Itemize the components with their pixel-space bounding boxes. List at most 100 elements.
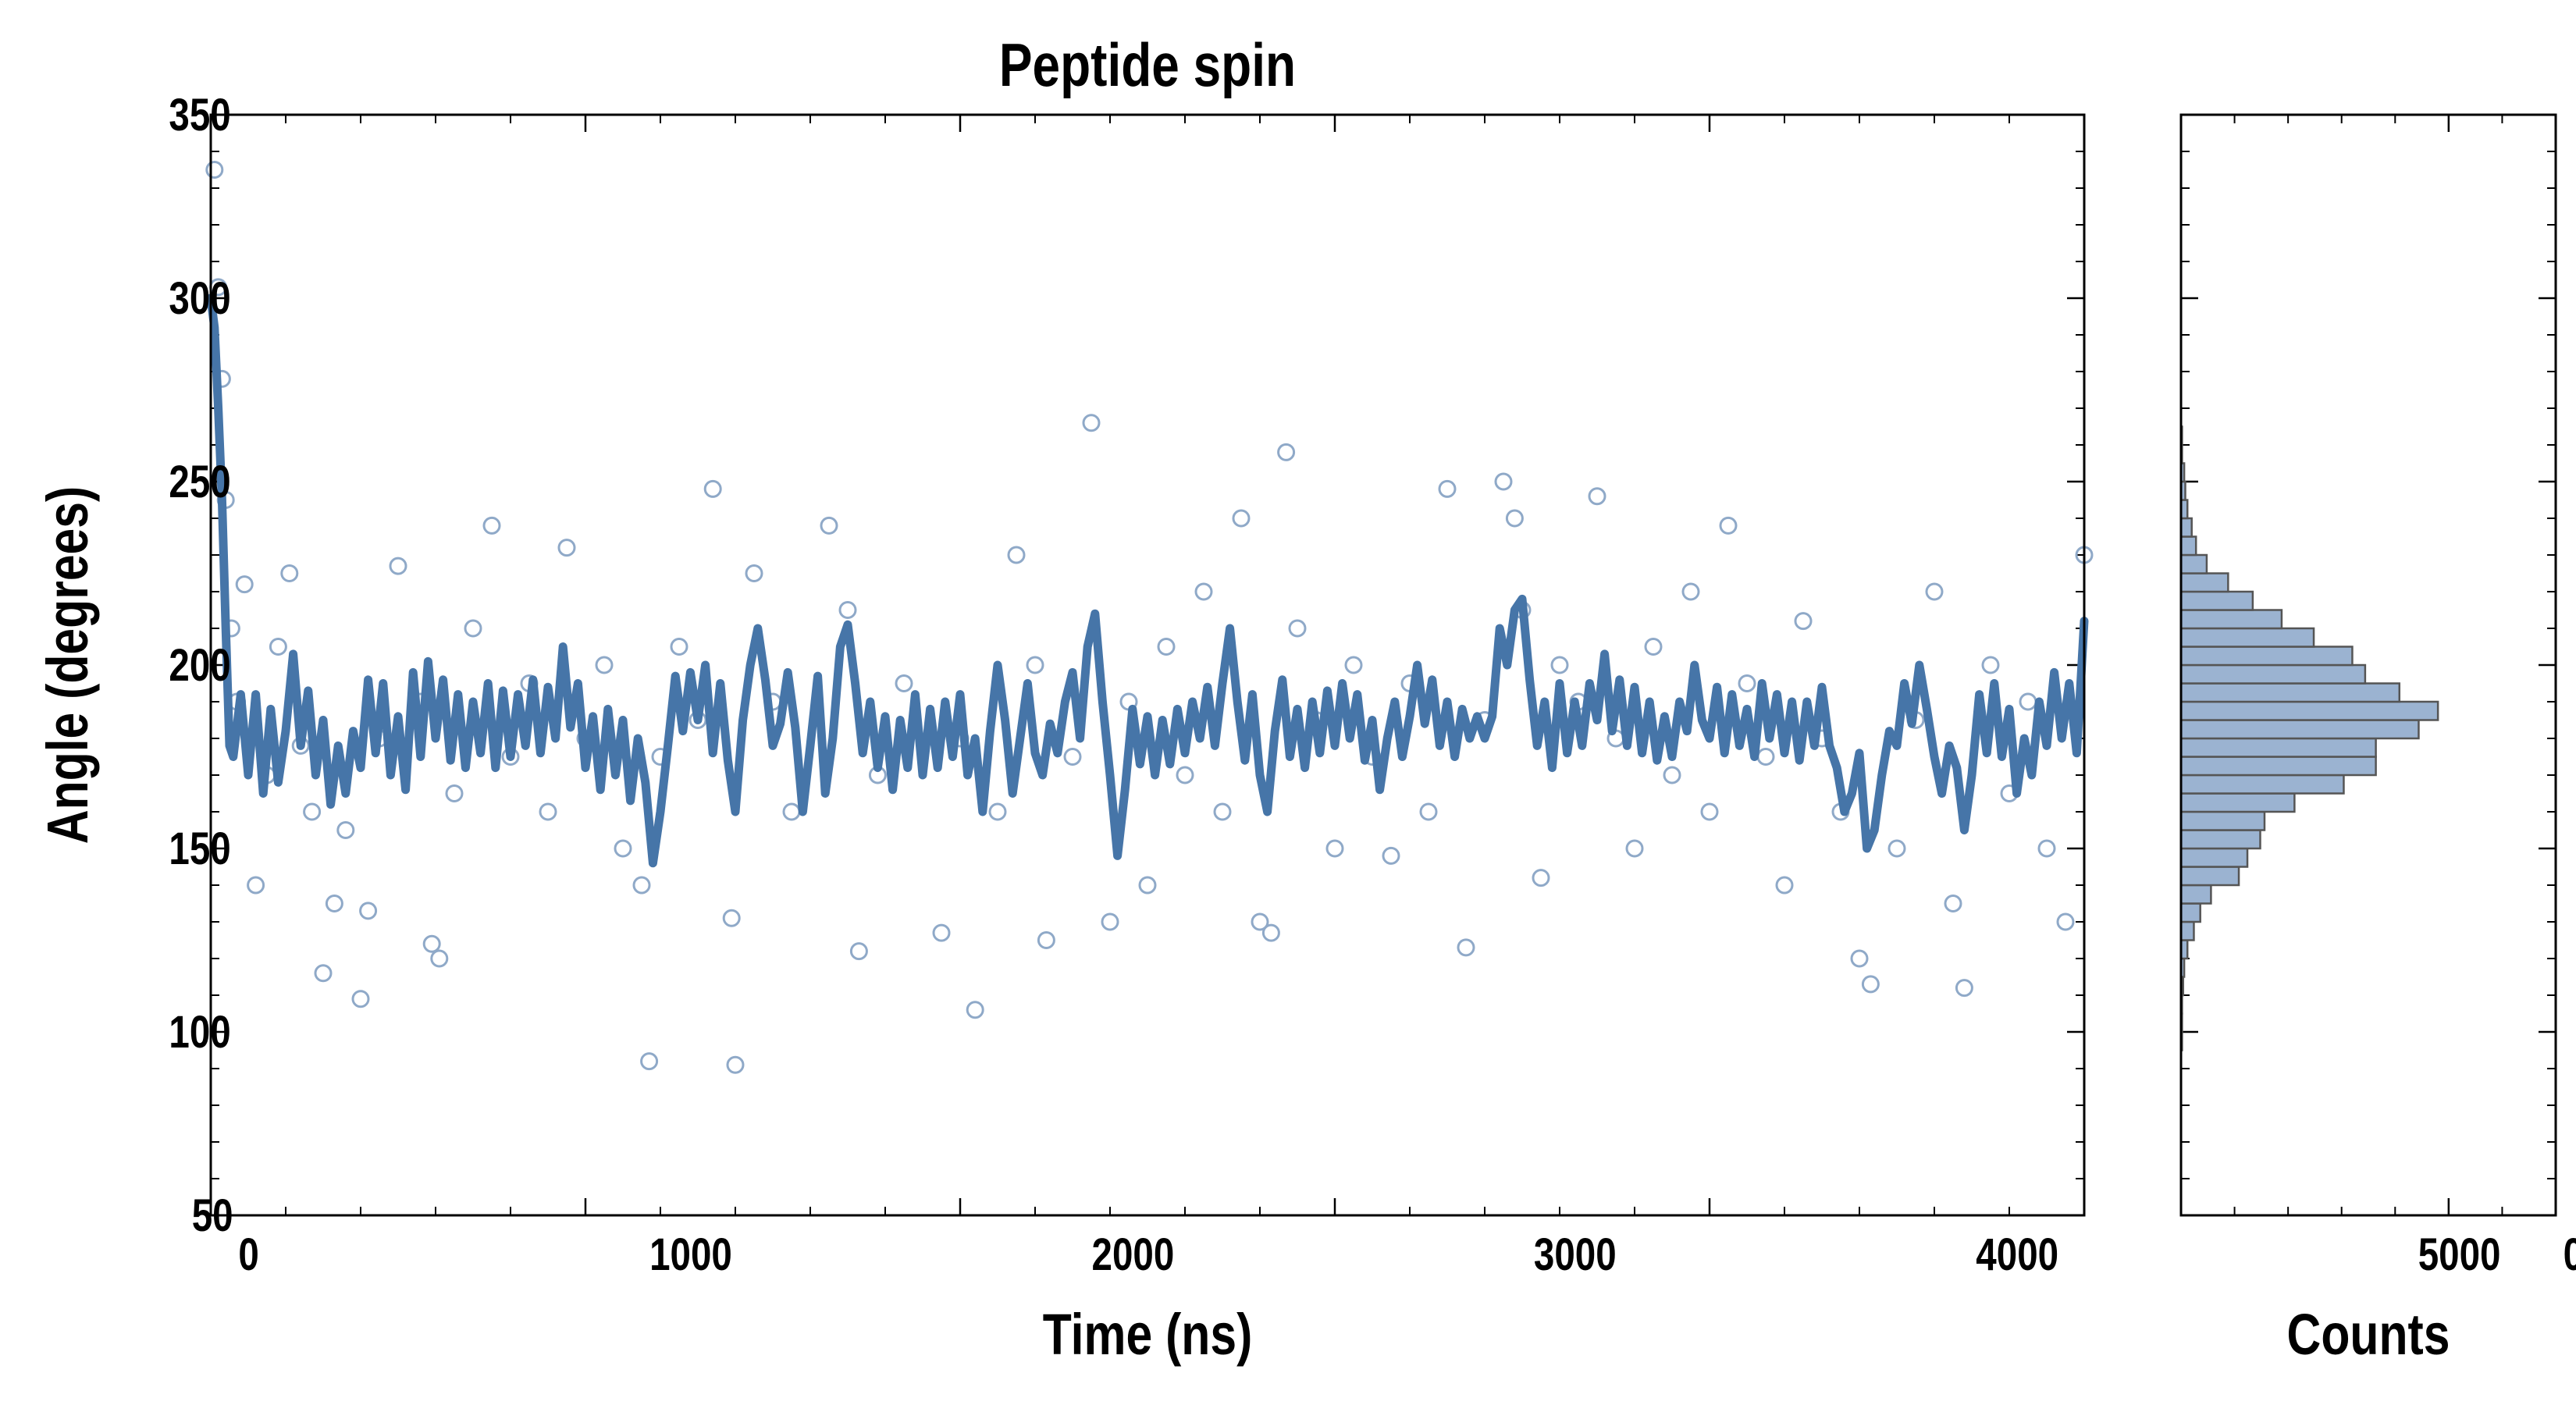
histogram-bar bbox=[2179, 700, 2439, 721]
scatter-point bbox=[1026, 656, 1044, 674]
scatter-point bbox=[235, 575, 254, 594]
histogram-bar bbox=[2179, 682, 2401, 703]
histogram-bar bbox=[2179, 792, 2296, 813]
histogram-x-axis-label: Counts bbox=[2287, 1303, 2450, 1367]
y-tick-label: 350 bbox=[169, 91, 230, 141]
scatter-point bbox=[1861, 975, 1880, 994]
histogram-bar bbox=[2179, 810, 2266, 831]
y-axis-label: Angle (degrees) bbox=[36, 486, 100, 844]
y-tick-labels: 50 100 150 200 250 300 350 bbox=[169, 91, 233, 1242]
scatter-point bbox=[988, 802, 1007, 821]
histogram-bar bbox=[2179, 774, 2345, 795]
histogram-bar bbox=[2179, 829, 2261, 850]
scatter-point bbox=[269, 638, 287, 656]
scatter-point bbox=[895, 674, 913, 692]
y-tick-label: 150 bbox=[169, 824, 230, 875]
scatter-point bbox=[1063, 748, 1082, 766]
scatter-point bbox=[1850, 949, 1869, 968]
scatter-point bbox=[966, 1001, 984, 1019]
histogram-bar bbox=[2179, 535, 2197, 557]
scatter-point bbox=[2056, 912, 2075, 931]
scatter-point bbox=[640, 1052, 659, 1071]
scatter-point bbox=[1157, 638, 1176, 656]
histogram-bar bbox=[2179, 609, 2283, 630]
histogram-bar bbox=[2179, 884, 2212, 905]
x-axis-label: Time (ns) bbox=[1043, 1303, 1253, 1367]
scatter-point bbox=[351, 990, 370, 1008]
scatter-point bbox=[1981, 656, 2000, 674]
scatter-point bbox=[1176, 766, 1194, 784]
scatter-point bbox=[1700, 802, 1719, 821]
scatter-point bbox=[1232, 509, 1251, 528]
histogram-bar bbox=[2179, 572, 2229, 593]
scatter-point bbox=[1037, 931, 1055, 949]
scatter-point bbox=[1681, 582, 1700, 601]
scatter-point bbox=[1277, 443, 1296, 461]
scatter-point bbox=[1382, 846, 1400, 865]
x-tick-label: 2000 bbox=[1092, 1230, 1175, 1281]
scatter-point bbox=[1494, 472, 1513, 491]
histogram-frame bbox=[2179, 113, 2557, 1217]
x-tick-label: 1000 bbox=[649, 1230, 732, 1281]
scatter-point bbox=[1550, 656, 1569, 674]
scatter-point bbox=[1325, 839, 1344, 858]
scatter-point bbox=[820, 516, 838, 535]
scatter-point bbox=[1261, 923, 1280, 942]
scatter-point bbox=[1955, 979, 1973, 998]
scatter-point bbox=[1213, 802, 1232, 821]
histogram-bar bbox=[2179, 920, 2195, 941]
scatter-point bbox=[1775, 876, 1794, 895]
scatter-point bbox=[1925, 582, 1944, 601]
scatter-point bbox=[1532, 869, 1550, 887]
y-tick-label: 50 bbox=[192, 1191, 233, 1242]
scatter-point bbox=[1101, 912, 1119, 931]
scatter-point bbox=[314, 964, 333, 983]
x-tick-label: 4000 bbox=[1976, 1230, 2058, 1281]
histogram-bar bbox=[2179, 590, 2254, 611]
scatter-point bbox=[1007, 546, 1026, 564]
scatter-point bbox=[1419, 802, 1438, 821]
histogram-bar bbox=[2179, 553, 2208, 574]
scatter-point bbox=[849, 942, 868, 961]
running-average-line bbox=[206, 293, 2089, 868]
scatter-point bbox=[614, 839, 632, 858]
scatter-point bbox=[595, 656, 614, 674]
x-tick-label: 3000 bbox=[1534, 1230, 1617, 1281]
scatter-point bbox=[1644, 638, 1663, 656]
scatter-point bbox=[2037, 839, 2056, 858]
histogram-bar bbox=[2179, 627, 2315, 648]
scatter-point bbox=[1738, 674, 1756, 692]
x-tick-labels: 0 1000 2000 3000 4000 5000 bbox=[238, 1230, 2500, 1281]
scatter-point bbox=[557, 539, 576, 557]
histogram-bar bbox=[2179, 517, 2193, 538]
scatter-point bbox=[726, 1055, 745, 1074]
scatter-point bbox=[359, 902, 378, 920]
scatter-point bbox=[745, 564, 763, 582]
scatter-point bbox=[1438, 479, 1457, 498]
histogram-bar bbox=[2179, 847, 2249, 868]
scatter-point bbox=[1719, 516, 1738, 535]
scatter-point bbox=[325, 895, 343, 912]
scatter-point bbox=[247, 876, 265, 895]
x-tick-label: 5000 bbox=[2418, 1230, 2501, 1281]
y-tick-label: 100 bbox=[169, 1008, 230, 1058]
scatter-point bbox=[1625, 839, 1644, 858]
scatter-point bbox=[1457, 938, 1475, 957]
scatter-point bbox=[1944, 895, 1962, 912]
histogram-bar bbox=[2179, 902, 2201, 923]
scatter-point bbox=[539, 802, 557, 821]
x-tick-label: 0 bbox=[238, 1230, 258, 1281]
y-tick-label: 250 bbox=[169, 457, 230, 508]
scatter-point bbox=[703, 479, 722, 498]
scatter-point bbox=[1288, 619, 1307, 638]
scatter-point bbox=[422, 934, 441, 953]
histogram-bar bbox=[2179, 866, 2240, 887]
scatter-point bbox=[670, 638, 688, 656]
histogram-bar bbox=[2179, 646, 2354, 667]
scatter-point bbox=[1344, 656, 1363, 674]
scatter-point bbox=[464, 619, 482, 638]
y-tick-label: 300 bbox=[169, 274, 230, 325]
